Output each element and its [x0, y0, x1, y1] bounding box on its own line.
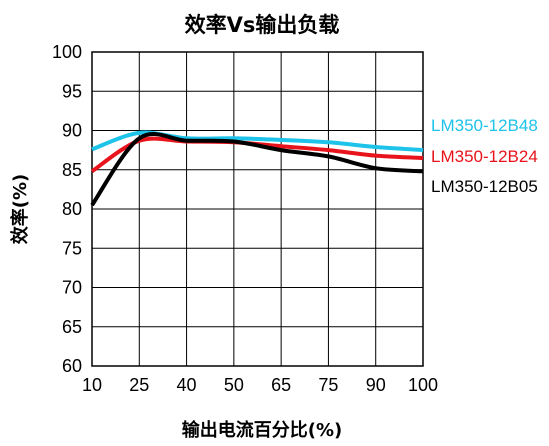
- x-tick-label: 25: [129, 375, 149, 395]
- y-tick-label: 90: [62, 121, 82, 141]
- x-tick-label: 90: [366, 375, 386, 395]
- x-tick-label: 75: [318, 375, 338, 395]
- y-tick-label: 100: [52, 42, 82, 62]
- y-tick-label: 85: [62, 160, 82, 180]
- y-axis-ticks: 60 65 70 75 80 85 90 95 100: [52, 42, 82, 376]
- legend: LM350-12B48 LM350-12B24 LM350-12B05: [431, 116, 538, 196]
- y-tick-label: 60: [62, 356, 82, 376]
- series-group: [90, 130, 424, 207]
- y-tick-label: 70: [62, 278, 82, 298]
- y-tick-label: 80: [62, 199, 82, 219]
- legend-label-lm350-12b24: LM350-12B24: [431, 147, 538, 166]
- x-axis-label: 输出电流百分比(%): [182, 419, 343, 441]
- x-tick-label: 50: [224, 375, 244, 395]
- y-tick-label: 95: [62, 81, 82, 101]
- y-axis-label: 效率(%): [9, 174, 31, 245]
- x-tick-label: 100: [408, 375, 438, 395]
- series-line-lm350-12b48: [91, 130, 424, 153]
- plot-frame: [91, 51, 424, 367]
- y-tick-label: 75: [62, 238, 82, 258]
- x-tick-label: 10: [82, 375, 102, 395]
- series-line-lm350-12b05: [90, 132, 424, 207]
- x-axis-ticks: 10 25 40 50 65 75 90 100: [82, 375, 438, 395]
- x-tick-label: 40: [177, 375, 197, 395]
- legend-label-lm350-12b48: LM350-12B48: [431, 116, 538, 135]
- x-tick-label: 65: [271, 375, 291, 395]
- chart-title: 效率Vs输出负载: [185, 13, 340, 37]
- y-tick-label: 65: [62, 317, 82, 337]
- legend-label-lm350-12b05: LM350-12B05: [431, 177, 538, 196]
- grid: [92, 52, 423, 366]
